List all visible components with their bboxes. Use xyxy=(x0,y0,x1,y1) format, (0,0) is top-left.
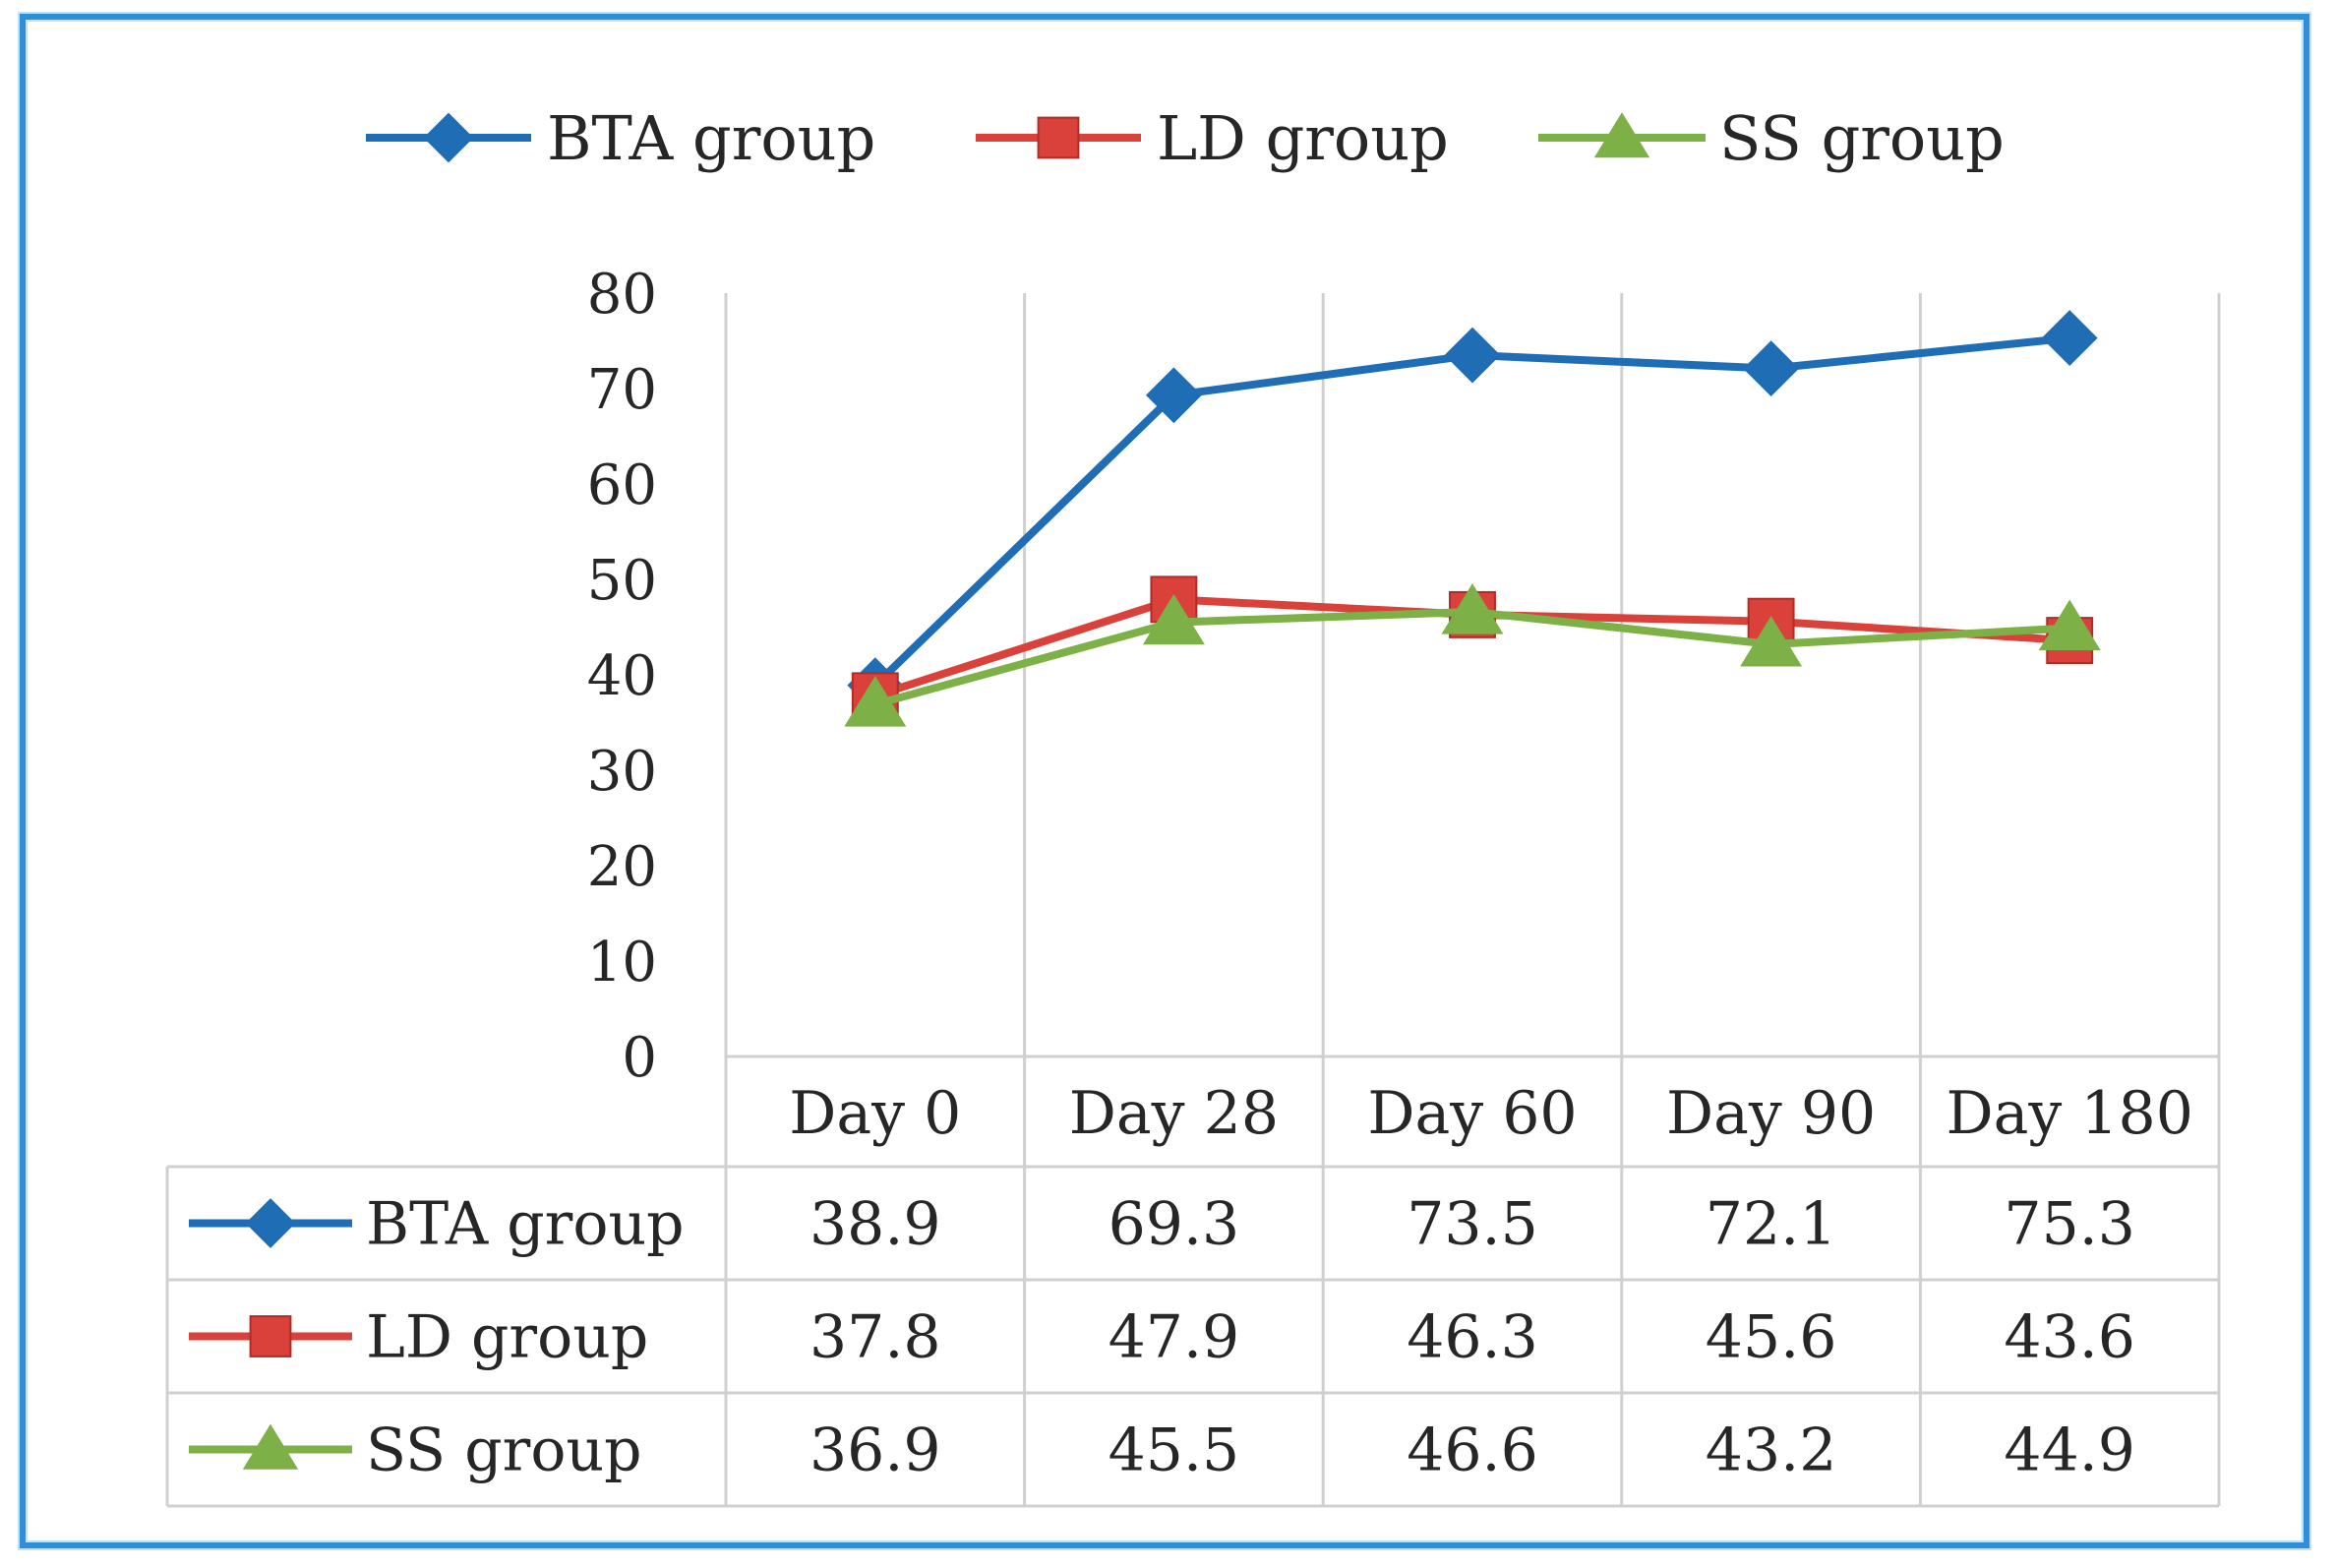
y-tick-label: 0 xyxy=(622,1026,657,1090)
table-cell: 47.9 xyxy=(1109,1303,1240,1372)
table-key-marker xyxy=(249,1315,292,1357)
legend-marker xyxy=(1593,112,1650,158)
category-label: Day 180 xyxy=(1947,1079,2193,1148)
table-row-label: BTA group xyxy=(366,1190,685,1259)
category-label: Day 0 xyxy=(789,1079,961,1148)
y-tick-label: 80 xyxy=(587,263,657,327)
table-key-marker xyxy=(242,1423,299,1470)
legend-marker xyxy=(1037,116,1080,159)
data-table: Day 0 Day 28 Day 60 Day 90 Day 180 BTA group 3… xyxy=(165,1079,2221,1508)
data-point xyxy=(2038,599,2101,651)
table-key-marker xyxy=(245,1198,296,1248)
y-tick-label: 70 xyxy=(587,358,657,422)
y-tick-label: 40 xyxy=(587,644,657,708)
legend-marker xyxy=(423,112,474,163)
table-cell: 44.9 xyxy=(2004,1417,2135,1485)
legend: BTA group LD group SS group xyxy=(366,102,2005,174)
legend-label: SS group xyxy=(1719,102,2005,174)
table-cell: 43.2 xyxy=(1706,1417,1837,1485)
data-point xyxy=(1145,367,1202,424)
series-layer xyxy=(844,310,2101,727)
table-row-label: SS group xyxy=(366,1417,642,1485)
table-cell: 45.6 xyxy=(1706,1303,1837,1372)
table-cell: 37.8 xyxy=(809,1303,941,1372)
y-tick-label: 60 xyxy=(587,453,657,517)
category-label: Day 90 xyxy=(1666,1079,1876,1148)
table-cell: 75.3 xyxy=(2004,1190,2135,1259)
grid-lines xyxy=(724,293,2221,1167)
table-cell: 46.3 xyxy=(1407,1303,1538,1372)
table-row-label: LD group xyxy=(366,1303,648,1372)
y-tick-label: 10 xyxy=(587,931,657,995)
table-cell: 72.1 xyxy=(1706,1190,1837,1259)
data-point xyxy=(844,676,907,727)
y-tick-label: 30 xyxy=(587,740,657,804)
table-cell: 73.5 xyxy=(1407,1190,1538,1259)
data-point xyxy=(1444,327,1501,384)
data-point xyxy=(2041,310,2098,367)
table-cell: 45.5 xyxy=(1109,1417,1240,1485)
y-axis: 0 10 20 30 40 50 60 70 80 xyxy=(587,263,657,1090)
category-label: Day 28 xyxy=(1069,1079,1279,1148)
table-cell: 36.9 xyxy=(809,1417,941,1485)
table-cell: 69.3 xyxy=(1109,1190,1240,1259)
legend-label: LD group xyxy=(1157,102,1449,174)
chart-frame xyxy=(20,14,2309,1548)
data-point xyxy=(1142,593,1205,645)
y-tick-label: 20 xyxy=(587,835,657,899)
table-cell: 38.9 xyxy=(809,1190,941,1259)
data-point xyxy=(1743,340,1800,397)
y-tick-label: 50 xyxy=(587,549,657,613)
category-label: Day 60 xyxy=(1367,1079,1577,1148)
data-point xyxy=(1441,583,1504,634)
table-cell: 46.6 xyxy=(1407,1417,1538,1485)
legend-label: BTA group xyxy=(547,102,875,174)
data-point xyxy=(1740,616,1803,667)
table-cell: 43.6 xyxy=(2004,1303,2135,1372)
